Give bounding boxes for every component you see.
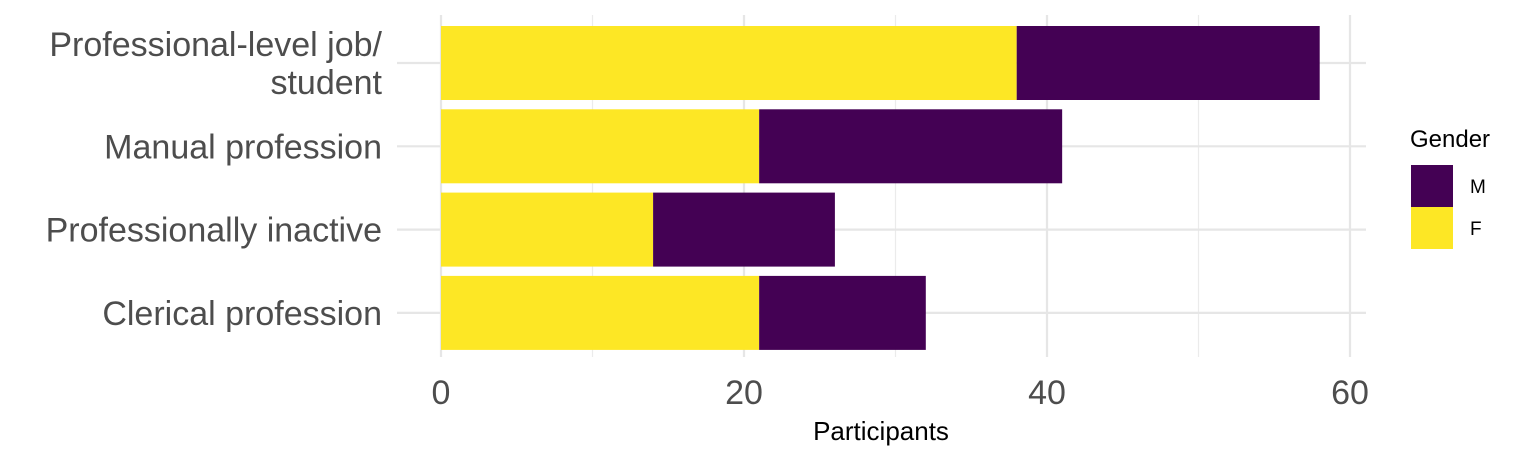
bar-m-2 bbox=[653, 193, 835, 267]
x-axis-title: Participants bbox=[813, 416, 949, 446]
x-axis-tick-labels: 0 20 40 60 bbox=[432, 374, 1369, 412]
y-tick-label: student bbox=[270, 64, 382, 102]
bar-m-0 bbox=[1017, 26, 1320, 100]
legend: Gender MF bbox=[1410, 126, 1490, 249]
x-tick-label: 0 bbox=[432, 374, 451, 412]
x-tick-label: 60 bbox=[1331, 374, 1369, 412]
legend-label-m: M bbox=[1470, 177, 1486, 198]
bar-f-0 bbox=[441, 26, 1017, 100]
legend-key-m bbox=[1411, 165, 1453, 207]
legend-label-f: F bbox=[1470, 219, 1482, 240]
x-tick-label: 20 bbox=[725, 374, 763, 412]
bars bbox=[441, 26, 1320, 350]
y-tick-label: Professional-level job/ bbox=[49, 26, 382, 64]
y-axis-tick-labels: Professional-level job/student Manual pro… bbox=[46, 26, 383, 333]
bar-f-3 bbox=[441, 276, 759, 350]
y-tick-label: Professionally inactive bbox=[46, 212, 382, 250]
legend-key-f bbox=[1411, 207, 1453, 249]
bar-f-1 bbox=[441, 109, 759, 183]
x-tick-label: 40 bbox=[1028, 374, 1066, 412]
y-tick-label: Manual profession bbox=[104, 128, 382, 166]
legend-title: Gender bbox=[1410, 126, 1490, 153]
bar-m-1 bbox=[759, 109, 1062, 183]
bar-f-2 bbox=[441, 193, 653, 267]
bar-m-3 bbox=[759, 276, 926, 350]
y-tick-label: Clerical profession bbox=[102, 295, 382, 333]
